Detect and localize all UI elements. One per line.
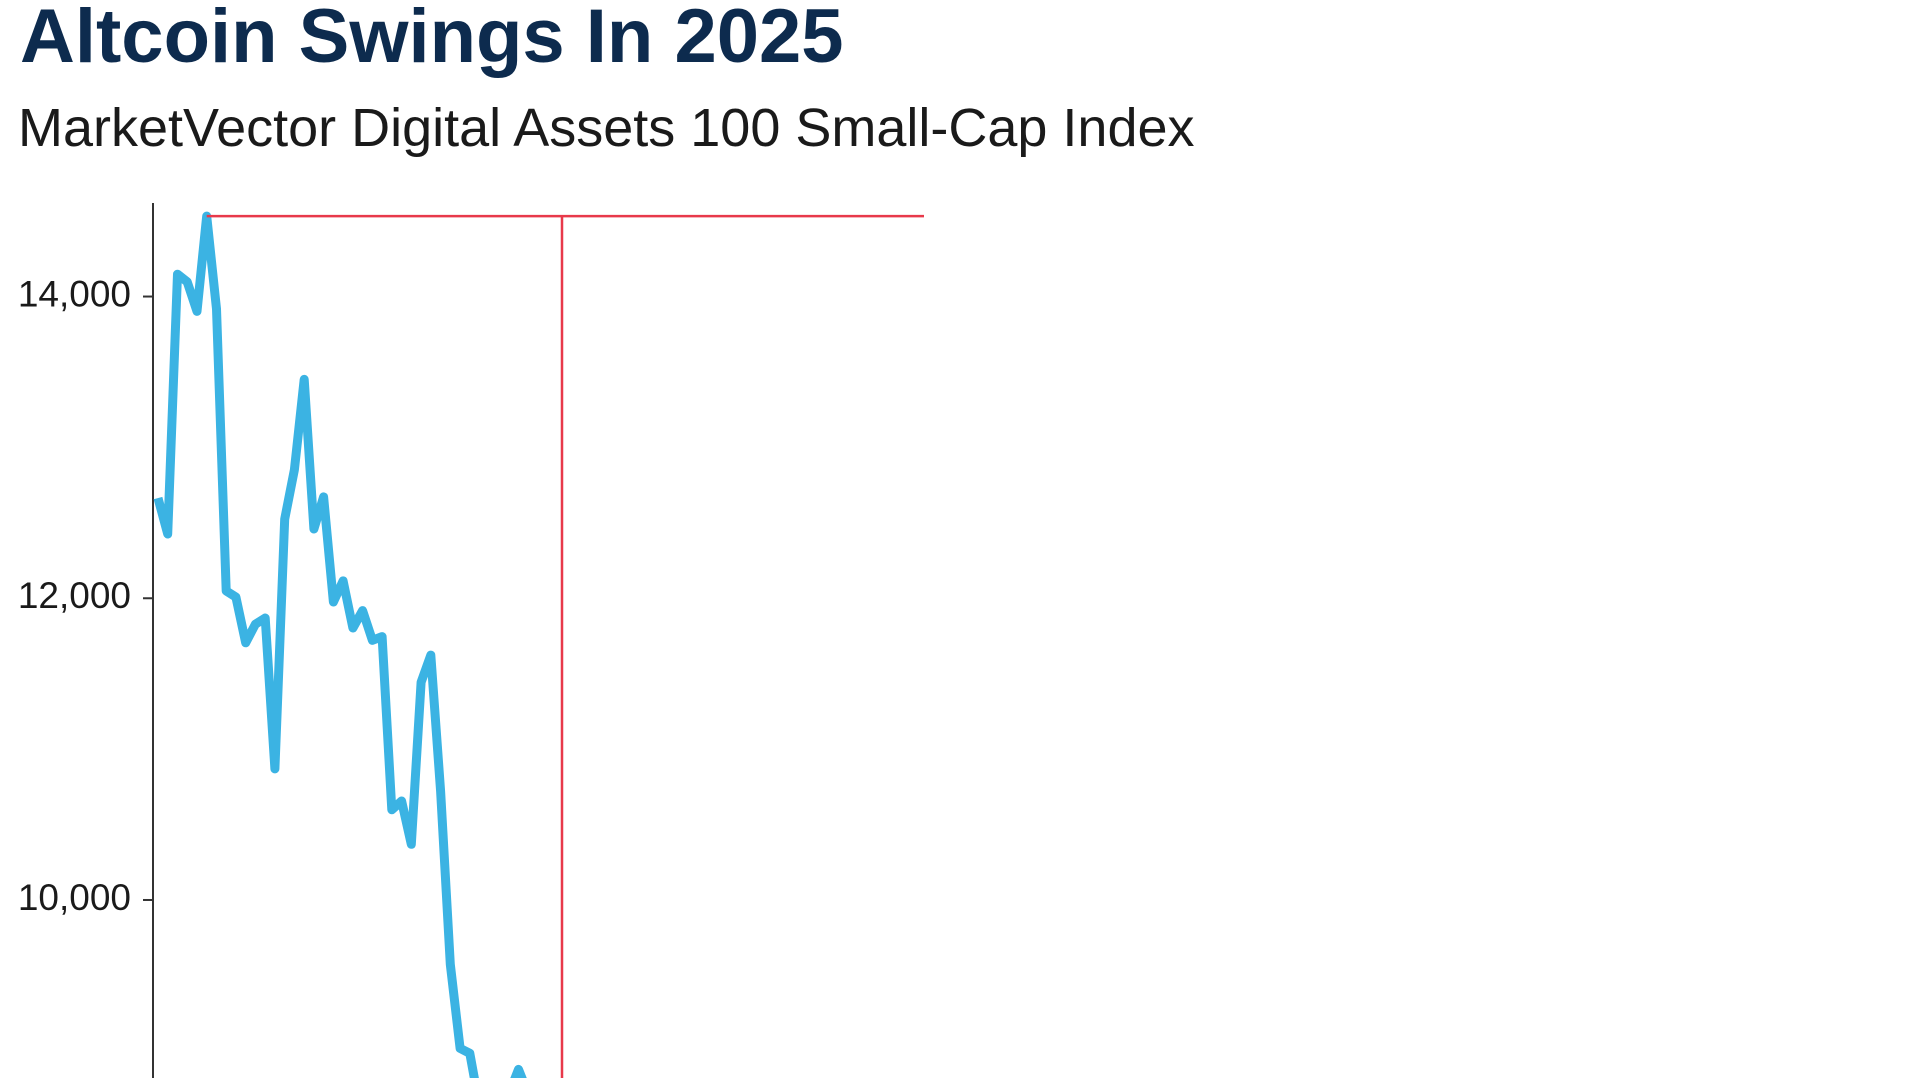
y-tick-label: 10,000 bbox=[18, 877, 131, 918]
chart-subtitle: MarketVector Digital Assets 100 Small-Ca… bbox=[18, 98, 1195, 158]
y-tick-label: 14,000 bbox=[18, 273, 131, 314]
y-tick-label: 12,000 bbox=[18, 575, 131, 616]
data-line bbox=[153, 211, 527, 1078]
chart-title: Altcoin Swings In 2025 bbox=[20, 0, 844, 79]
